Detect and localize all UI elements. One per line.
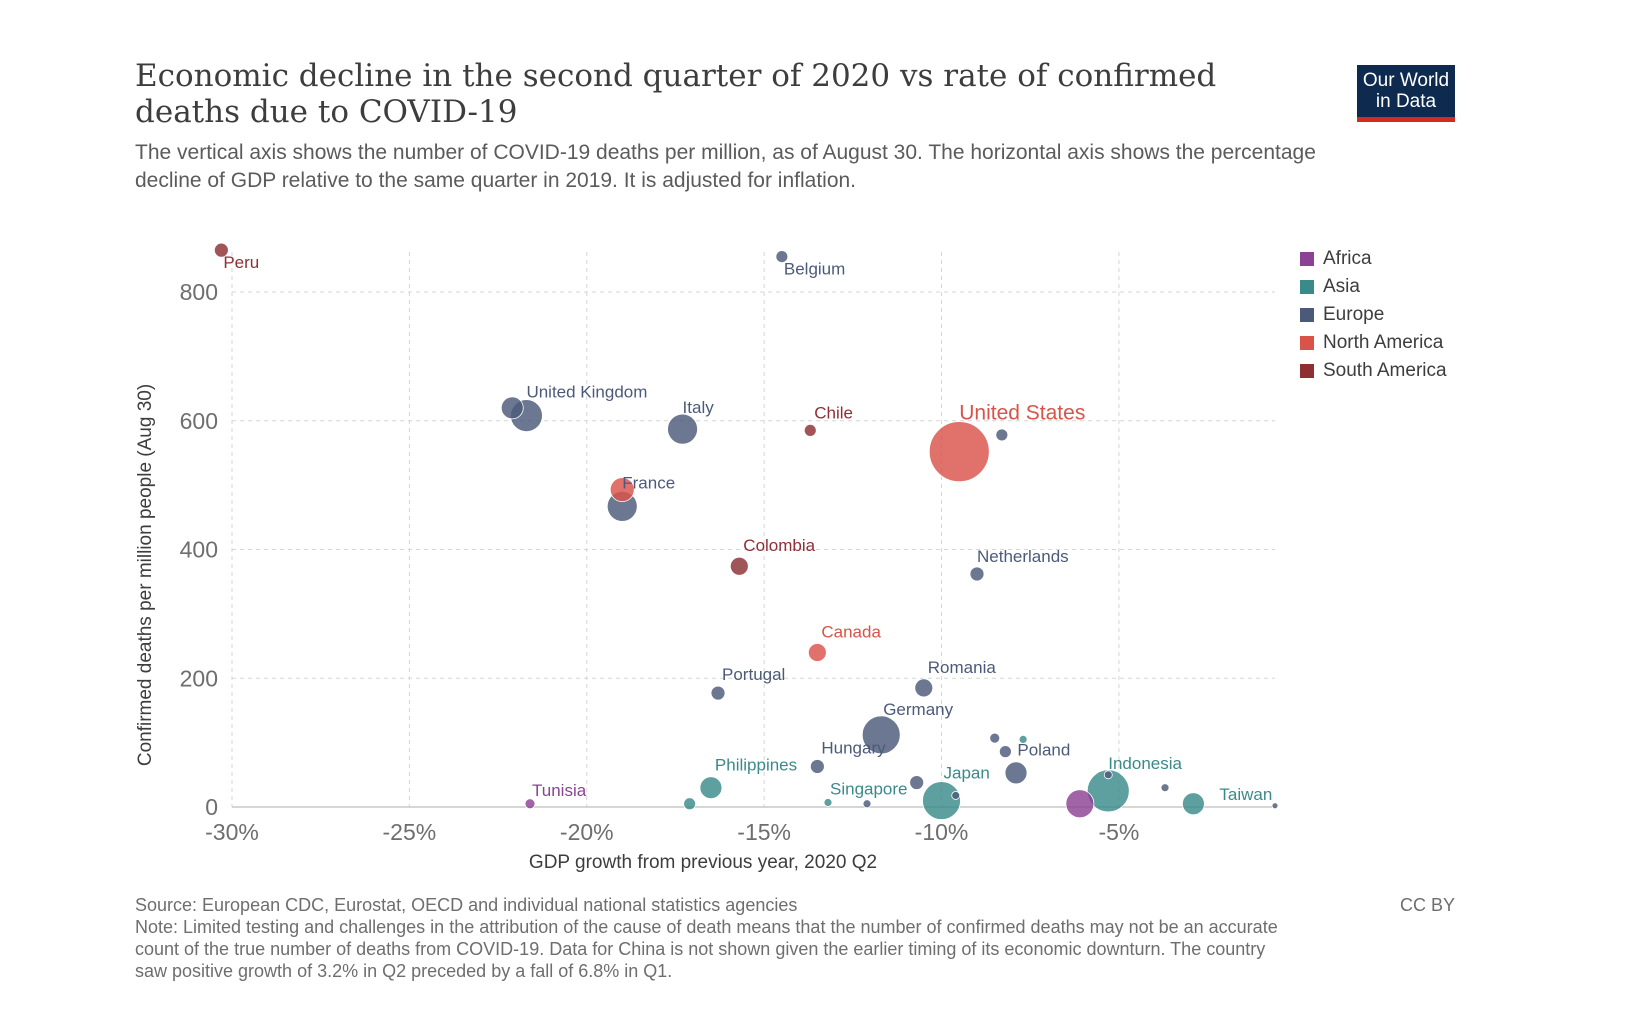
point-label: Germany xyxy=(883,700,953,719)
point-label: Peru xyxy=(223,253,259,272)
point-label: Colombia xyxy=(743,536,815,555)
data-point[interactable] xyxy=(914,678,934,698)
point-label: Indonesia xyxy=(1108,754,1182,773)
footer: Source: European CDC, Eurostat, OECD and… xyxy=(135,894,1455,982)
x-tick-label: -10% xyxy=(915,819,969,845)
legend-swatch xyxy=(1300,280,1314,294)
data-point[interactable] xyxy=(862,799,872,809)
legend-item-asia[interactable]: Asia xyxy=(1300,273,1447,301)
legend-swatch xyxy=(1300,308,1314,322)
point-label: Philippines xyxy=(715,756,797,775)
legend-label: Asia xyxy=(1323,276,1360,297)
legend-item-europe[interactable]: Europe xyxy=(1300,301,1447,329)
chart-subtitle: The vertical axis shows the number of CO… xyxy=(135,141,1316,192)
legend-label: Europe xyxy=(1323,304,1385,325)
note-line-2: count of the true number of deaths from … xyxy=(135,939,1266,959)
data-point[interactable] xyxy=(909,775,925,790)
point-label: Portugal xyxy=(722,665,785,684)
point-label: France xyxy=(622,473,675,492)
data-point[interactable] xyxy=(213,242,229,258)
data-point[interactable] xyxy=(928,421,990,483)
point-label: Netherlands xyxy=(977,547,1069,566)
y-tick-label: 800 xyxy=(180,279,218,305)
x-tick-label: -15% xyxy=(737,819,791,845)
data-points xyxy=(213,242,1279,820)
data-point[interactable] xyxy=(699,776,723,800)
legend-item-africa[interactable]: Africa xyxy=(1300,245,1447,273)
data-point[interactable] xyxy=(1018,735,1028,744)
y-tick-label: 200 xyxy=(180,665,218,691)
data-point[interactable] xyxy=(609,477,635,503)
data-point[interactable] xyxy=(775,250,789,263)
legend-label: Africa xyxy=(1323,248,1372,269)
data-point[interactable] xyxy=(809,759,825,774)
data-point[interactable] xyxy=(807,643,827,662)
data-point[interactable] xyxy=(667,413,698,445)
legend: Africa Asia Europe North America South A… xyxy=(1300,245,1447,385)
data-point[interactable] xyxy=(951,791,961,800)
legend-item-north-america[interactable]: North America xyxy=(1300,329,1447,357)
note-line-3: saw positive growth of 3.2% in Q2 preced… xyxy=(135,961,673,981)
source-text: Source: European CDC, Eurostat, OECD and… xyxy=(135,895,798,915)
point-label: Romania xyxy=(928,658,997,677)
data-point[interactable] xyxy=(1004,761,1028,785)
logo-line-1: Our World xyxy=(1362,70,1450,91)
data-point[interactable] xyxy=(969,566,985,582)
point-label: Japan xyxy=(944,764,990,783)
license-link[interactable]: CC BY xyxy=(1399,895,1455,915)
point-label: Canada xyxy=(821,623,881,642)
point-label: Belgium xyxy=(784,260,845,279)
data-point[interactable] xyxy=(998,745,1012,759)
data-point[interactable] xyxy=(861,715,901,755)
point-labels: Peru Belgium United Kingdom Italy Chile Unite… xyxy=(223,253,1272,804)
legend-label: North America xyxy=(1323,332,1444,353)
x-axis-label: GDP growth from previous year, 2020 Q2 xyxy=(529,852,877,873)
scatter-plot: 0 200 400 600 800 -30% -25% -20% -15% -10% -5% Per… xyxy=(135,242,1279,873)
y-axis-label: Confirmed deaths per million people (Aug… xyxy=(135,384,156,766)
point-label: United Kingdom xyxy=(526,383,647,402)
data-point[interactable] xyxy=(922,781,961,820)
point-label: Poland xyxy=(1017,741,1070,760)
point-label: Hungary xyxy=(821,738,886,757)
point-label: Taiwan xyxy=(1219,785,1272,804)
data-point[interactable] xyxy=(823,798,833,807)
legend-swatch xyxy=(1300,336,1314,350)
point-label: Singapore xyxy=(830,779,908,798)
data-point[interactable] xyxy=(1086,769,1130,813)
point-label: Chile xyxy=(814,403,853,422)
point-label: Tunisia xyxy=(532,781,587,800)
data-point[interactable] xyxy=(500,396,524,420)
data-point[interactable] xyxy=(1160,783,1170,793)
x-tick-label: -5% xyxy=(1098,819,1139,845)
x-tick-label: -20% xyxy=(560,819,614,845)
data-point[interactable] xyxy=(710,685,726,701)
x-tick-label: -25% xyxy=(383,819,437,845)
point-label: United States xyxy=(959,402,1085,425)
axes: 0 200 400 600 800 -30% -25% -20% -15% -10% -5% xyxy=(180,279,1275,845)
y-tick-label: 600 xyxy=(180,408,218,434)
data-point[interactable] xyxy=(803,424,817,437)
chart-title: Economic decline in the second quarter o… xyxy=(135,58,1217,130)
note-line-1: Note: Limited testing and challenges in … xyxy=(135,917,1278,937)
x-tick-label: -30% xyxy=(205,819,259,845)
data-point[interactable] xyxy=(995,428,1009,442)
data-point[interactable] xyxy=(989,732,1001,744)
data-point[interactable] xyxy=(683,797,697,811)
legend-label: South America xyxy=(1323,360,1447,381)
point-label: Italy xyxy=(683,398,715,417)
data-point[interactable] xyxy=(1065,789,1095,819)
y-tick-label: 400 xyxy=(180,537,218,563)
data-point[interactable] xyxy=(1182,792,1205,816)
data-point[interactable] xyxy=(729,556,749,576)
legend-item-south-america[interactable]: South America xyxy=(1300,357,1447,385)
data-point[interactable] xyxy=(1103,770,1113,780)
legend-swatch xyxy=(1300,252,1314,266)
grid-lines xyxy=(231,252,1275,807)
owid-logo[interactable]: Our World in Data xyxy=(1357,65,1455,122)
y-tick-label: 0 xyxy=(205,794,218,820)
logo-line-2: in Data xyxy=(1375,91,1437,112)
legend-swatch xyxy=(1300,364,1314,378)
data-point[interactable] xyxy=(524,798,536,810)
data-point[interactable] xyxy=(1271,802,1279,810)
